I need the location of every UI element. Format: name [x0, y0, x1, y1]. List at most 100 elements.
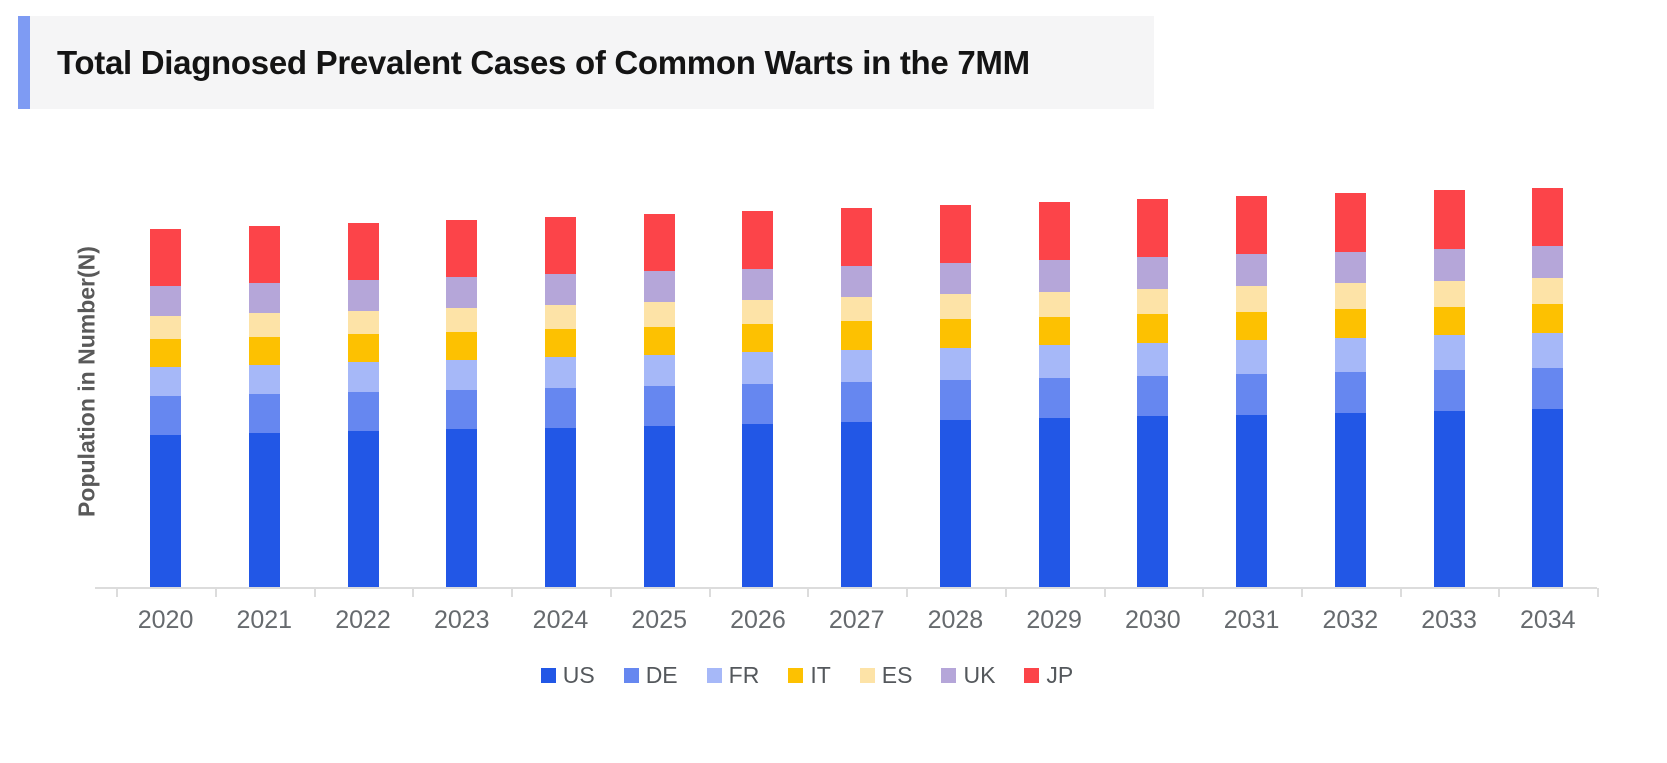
bar-segment-ES-2021[interactable]	[248, 313, 280, 337]
bar-segment-US-2020[interactable]	[150, 435, 182, 588]
bar-segment-ES-2022[interactable]	[347, 310, 379, 335]
bar-segment-FR-2029[interactable]	[1038, 345, 1070, 378]
bar-segment-DE-2033[interactable]	[1433, 370, 1465, 411]
bar-segment-FR-2022[interactable]	[347, 362, 379, 392]
bar-segment-DE-2032[interactable]	[1334, 372, 1366, 413]
bar-segment-US-2024[interactable]	[544, 427, 576, 588]
bar-segment-ES-2031[interactable]	[1236, 286, 1268, 312]
bar-segment-ES-2034[interactable]	[1532, 278, 1564, 304]
bar-segment-US-2026[interactable]	[742, 423, 774, 588]
bar-segment-UK-2024[interactable]	[544, 274, 576, 306]
bar-segment-IT-2024[interactable]	[544, 329, 576, 358]
bar-segment-IT-2023[interactable]	[446, 331, 478, 360]
bar-segment-US-2025[interactable]	[643, 425, 675, 588]
bar-segment-UK-2023[interactable]	[446, 277, 478, 308]
bar-segment-UK-2032[interactable]	[1334, 251, 1366, 284]
bar-segment-ES-2026[interactable]	[742, 299, 774, 325]
bar-segment-UK-2033[interactable]	[1433, 248, 1465, 281]
legend-item-FR[interactable]: FR	[706, 662, 759, 689]
bar-segment-FR-2027[interactable]	[841, 349, 873, 382]
bar-segment-US-2028[interactable]	[939, 420, 971, 588]
bar-segment-ES-2033[interactable]	[1433, 280, 1465, 307]
bar-segment-ES-2027[interactable]	[841, 296, 873, 322]
stacked-bar-2028[interactable]	[939, 205, 971, 588]
bar-segment-FR-2024[interactable]	[544, 357, 576, 388]
bar-segment-US-2031[interactable]	[1236, 414, 1268, 588]
bar-segment-US-2030[interactable]	[1137, 416, 1169, 588]
bar-segment-IT-2021[interactable]	[248, 336, 280, 365]
bar-segment-FR-2032[interactable]	[1334, 337, 1366, 372]
stacked-bar-2027[interactable]	[841, 207, 873, 588]
bar-segment-ES-2025[interactable]	[643, 302, 675, 327]
bar-segment-DE-2023[interactable]	[446, 390, 478, 430]
bar-segment-ES-2020[interactable]	[150, 316, 182, 339]
bar-segment-UK-2020[interactable]	[150, 285, 182, 316]
bar-segment-JP-2020[interactable]	[150, 228, 182, 286]
bar-segment-DE-2021[interactable]	[248, 394, 280, 434]
bar-segment-US-2021[interactable]	[248, 433, 280, 588]
bar-segment-UK-2021[interactable]	[248, 282, 280, 314]
bar-segment-IT-2027[interactable]	[841, 321, 873, 350]
bar-segment-UK-2028[interactable]	[939, 262, 971, 295]
bar-segment-JP-2021[interactable]	[248, 225, 280, 283]
stacked-bar-2025[interactable]	[643, 213, 675, 588]
bar-segment-IT-2032[interactable]	[1334, 309, 1366, 338]
bar-segment-JP-2023[interactable]	[446, 219, 478, 278]
bar-segment-ES-2032[interactable]	[1334, 283, 1366, 310]
bar-segment-DE-2029[interactable]	[1038, 378, 1070, 419]
bar-segment-UK-2029[interactable]	[1038, 260, 1070, 292]
bar-segment-IT-2022[interactable]	[347, 334, 379, 363]
bar-segment-FR-2031[interactable]	[1236, 340, 1268, 374]
bar-segment-FR-2026[interactable]	[742, 352, 774, 385]
bar-segment-UK-2030[interactable]	[1137, 257, 1169, 289]
bar-segment-US-2022[interactable]	[347, 431, 379, 588]
legend-item-ES[interactable]: ES	[859, 662, 912, 689]
bar-segment-US-2027[interactable]	[841, 421, 873, 588]
stacked-bar-2031[interactable]	[1236, 196, 1268, 588]
bar-segment-DE-2024[interactable]	[544, 388, 576, 428]
bar-segment-US-2029[interactable]	[1038, 418, 1070, 588]
bar-segment-UK-2022[interactable]	[347, 279, 379, 311]
bar-segment-JP-2029[interactable]	[1038, 202, 1070, 261]
bar-segment-US-2023[interactable]	[446, 429, 478, 588]
legend-item-US[interactable]: US	[540, 662, 595, 689]
bar-segment-ES-2024[interactable]	[544, 305, 576, 330]
bar-segment-DE-2034[interactable]	[1532, 368, 1564, 409]
bar-segment-IT-2025[interactable]	[643, 326, 675, 355]
bar-segment-DE-2025[interactable]	[643, 386, 675, 426]
bar-segment-JP-2030[interactable]	[1137, 199, 1169, 258]
stacked-bar-2020[interactable]	[150, 228, 182, 588]
legend-item-IT[interactable]: IT	[788, 662, 831, 689]
bar-segment-ES-2029[interactable]	[1038, 291, 1070, 317]
bar-segment-ES-2028[interactable]	[939, 294, 971, 320]
bar-segment-US-2032[interactable]	[1334, 412, 1366, 588]
bar-segment-UK-2027[interactable]	[841, 265, 873, 297]
bar-segment-DE-2020[interactable]	[150, 396, 182, 435]
bar-segment-IT-2029[interactable]	[1038, 316, 1070, 346]
bar-segment-IT-2030[interactable]	[1137, 314, 1169, 343]
bar-segment-FR-2025[interactable]	[643, 354, 675, 386]
bar-segment-US-2034[interactable]	[1532, 409, 1564, 588]
bar-segment-ES-2023[interactable]	[446, 307, 478, 332]
stacked-bar-2026[interactable]	[742, 211, 774, 588]
bar-segment-FR-2020[interactable]	[150, 367, 182, 396]
bar-segment-JP-2026[interactable]	[742, 211, 774, 269]
bar-segment-JP-2027[interactable]	[841, 207, 873, 266]
stacked-bar-2022[interactable]	[347, 222, 379, 588]
stacked-bar-2032[interactable]	[1334, 193, 1366, 588]
bar-segment-ES-2030[interactable]	[1137, 288, 1169, 315]
stacked-bar-2033[interactable]	[1433, 190, 1465, 588]
stacked-bar-2029[interactable]	[1038, 202, 1070, 588]
bar-segment-IT-2034[interactable]	[1532, 304, 1564, 333]
bar-segment-JP-2031[interactable]	[1236, 196, 1268, 255]
stacked-bar-2023[interactable]	[446, 219, 478, 588]
bar-segment-IT-2033[interactable]	[1433, 306, 1465, 336]
bar-segment-UK-2034[interactable]	[1532, 246, 1564, 278]
bar-segment-FR-2030[interactable]	[1137, 342, 1169, 376]
bar-segment-IT-2031[interactable]	[1236, 311, 1268, 341]
legend-item-DE[interactable]: DE	[623, 662, 678, 689]
stacked-bar-2034[interactable]	[1532, 187, 1564, 588]
bar-segment-UK-2026[interactable]	[742, 268, 774, 300]
bar-segment-FR-2028[interactable]	[939, 347, 971, 381]
bar-segment-DE-2026[interactable]	[742, 384, 774, 424]
